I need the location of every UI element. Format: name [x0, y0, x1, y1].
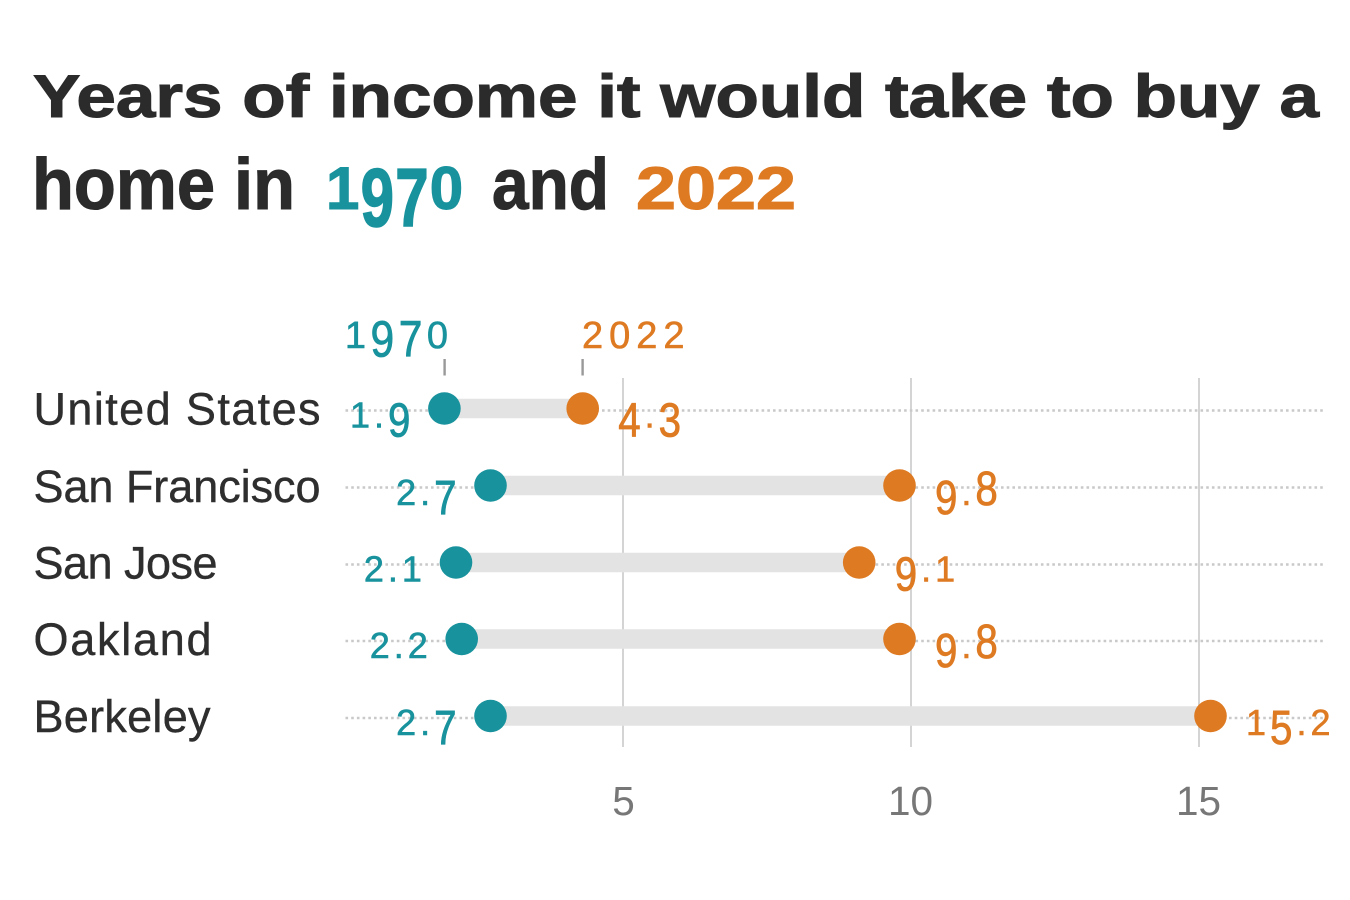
svg-text:.: . [1297, 702, 1307, 743]
svg-text:.: . [394, 625, 404, 666]
svg-text:home in: home in [32, 145, 295, 225]
svg-text:9: 9 [935, 625, 957, 678]
svg-text:2: 2 [396, 702, 416, 743]
svg-text:.: . [374, 395, 384, 436]
svg-text:Oakland: Oakland [34, 614, 212, 665]
svg-text:San Francisco: San Francisco [34, 461, 321, 512]
svg-text:8: 8 [975, 463, 997, 516]
svg-text:.: . [388, 549, 398, 590]
svg-text:United States: United States [34, 384, 321, 435]
svg-text:1: 1 [1246, 702, 1266, 743]
svg-text:3: 3 [659, 394, 681, 447]
svg-text:1: 1 [935, 549, 955, 590]
svg-text:2: 2 [1311, 702, 1331, 743]
svg-text:.: . [420, 472, 430, 513]
svg-text:9: 9 [388, 394, 410, 447]
svg-text:7: 7 [434, 702, 456, 755]
svg-text:.: . [420, 702, 430, 743]
svg-text:0: 0 [430, 155, 463, 222]
svg-text:.: . [961, 472, 971, 513]
svg-text:15: 15 [1176, 778, 1221, 824]
svg-text:8: 8 [975, 616, 997, 669]
svg-text:2: 2 [663, 315, 684, 357]
svg-text:1: 1 [326, 155, 359, 222]
svg-text:.: . [921, 549, 931, 590]
svg-text:.: . [961, 625, 971, 666]
svg-text:Berkeley: Berkeley [34, 691, 212, 742]
svg-text:5: 5 [1270, 702, 1292, 755]
svg-text:Years of income it would take: Years of income it would take to buy a [33, 63, 1320, 130]
svg-text:0: 0 [609, 315, 630, 357]
svg-text:10: 10 [888, 778, 933, 824]
svg-text:5: 5 [612, 778, 635, 824]
svg-text:2: 2 [396, 472, 416, 513]
svg-text:.: . [645, 395, 655, 436]
svg-text:7: 7 [399, 311, 423, 367]
svg-text:0: 0 [427, 315, 448, 357]
svg-text:2: 2 [636, 315, 657, 357]
svg-text:7: 7 [434, 472, 456, 525]
svg-text:9: 9 [935, 472, 957, 525]
svg-text:2: 2 [582, 315, 603, 357]
svg-text:9: 9 [371, 311, 395, 367]
svg-text:San Jose: San Jose [34, 538, 218, 589]
svg-text:2: 2 [408, 625, 428, 666]
svg-text:2: 2 [370, 625, 390, 666]
svg-text:9: 9 [361, 153, 394, 244]
svg-text:1: 1 [402, 549, 422, 590]
svg-text:7: 7 [395, 153, 428, 244]
svg-text:1: 1 [350, 395, 370, 436]
svg-text:and 2022: and 2022 [492, 145, 796, 225]
svg-text:4: 4 [618, 394, 640, 447]
svg-text:2: 2 [364, 549, 384, 590]
svg-text:9: 9 [895, 548, 917, 601]
svg-text:1: 1 [345, 315, 366, 357]
